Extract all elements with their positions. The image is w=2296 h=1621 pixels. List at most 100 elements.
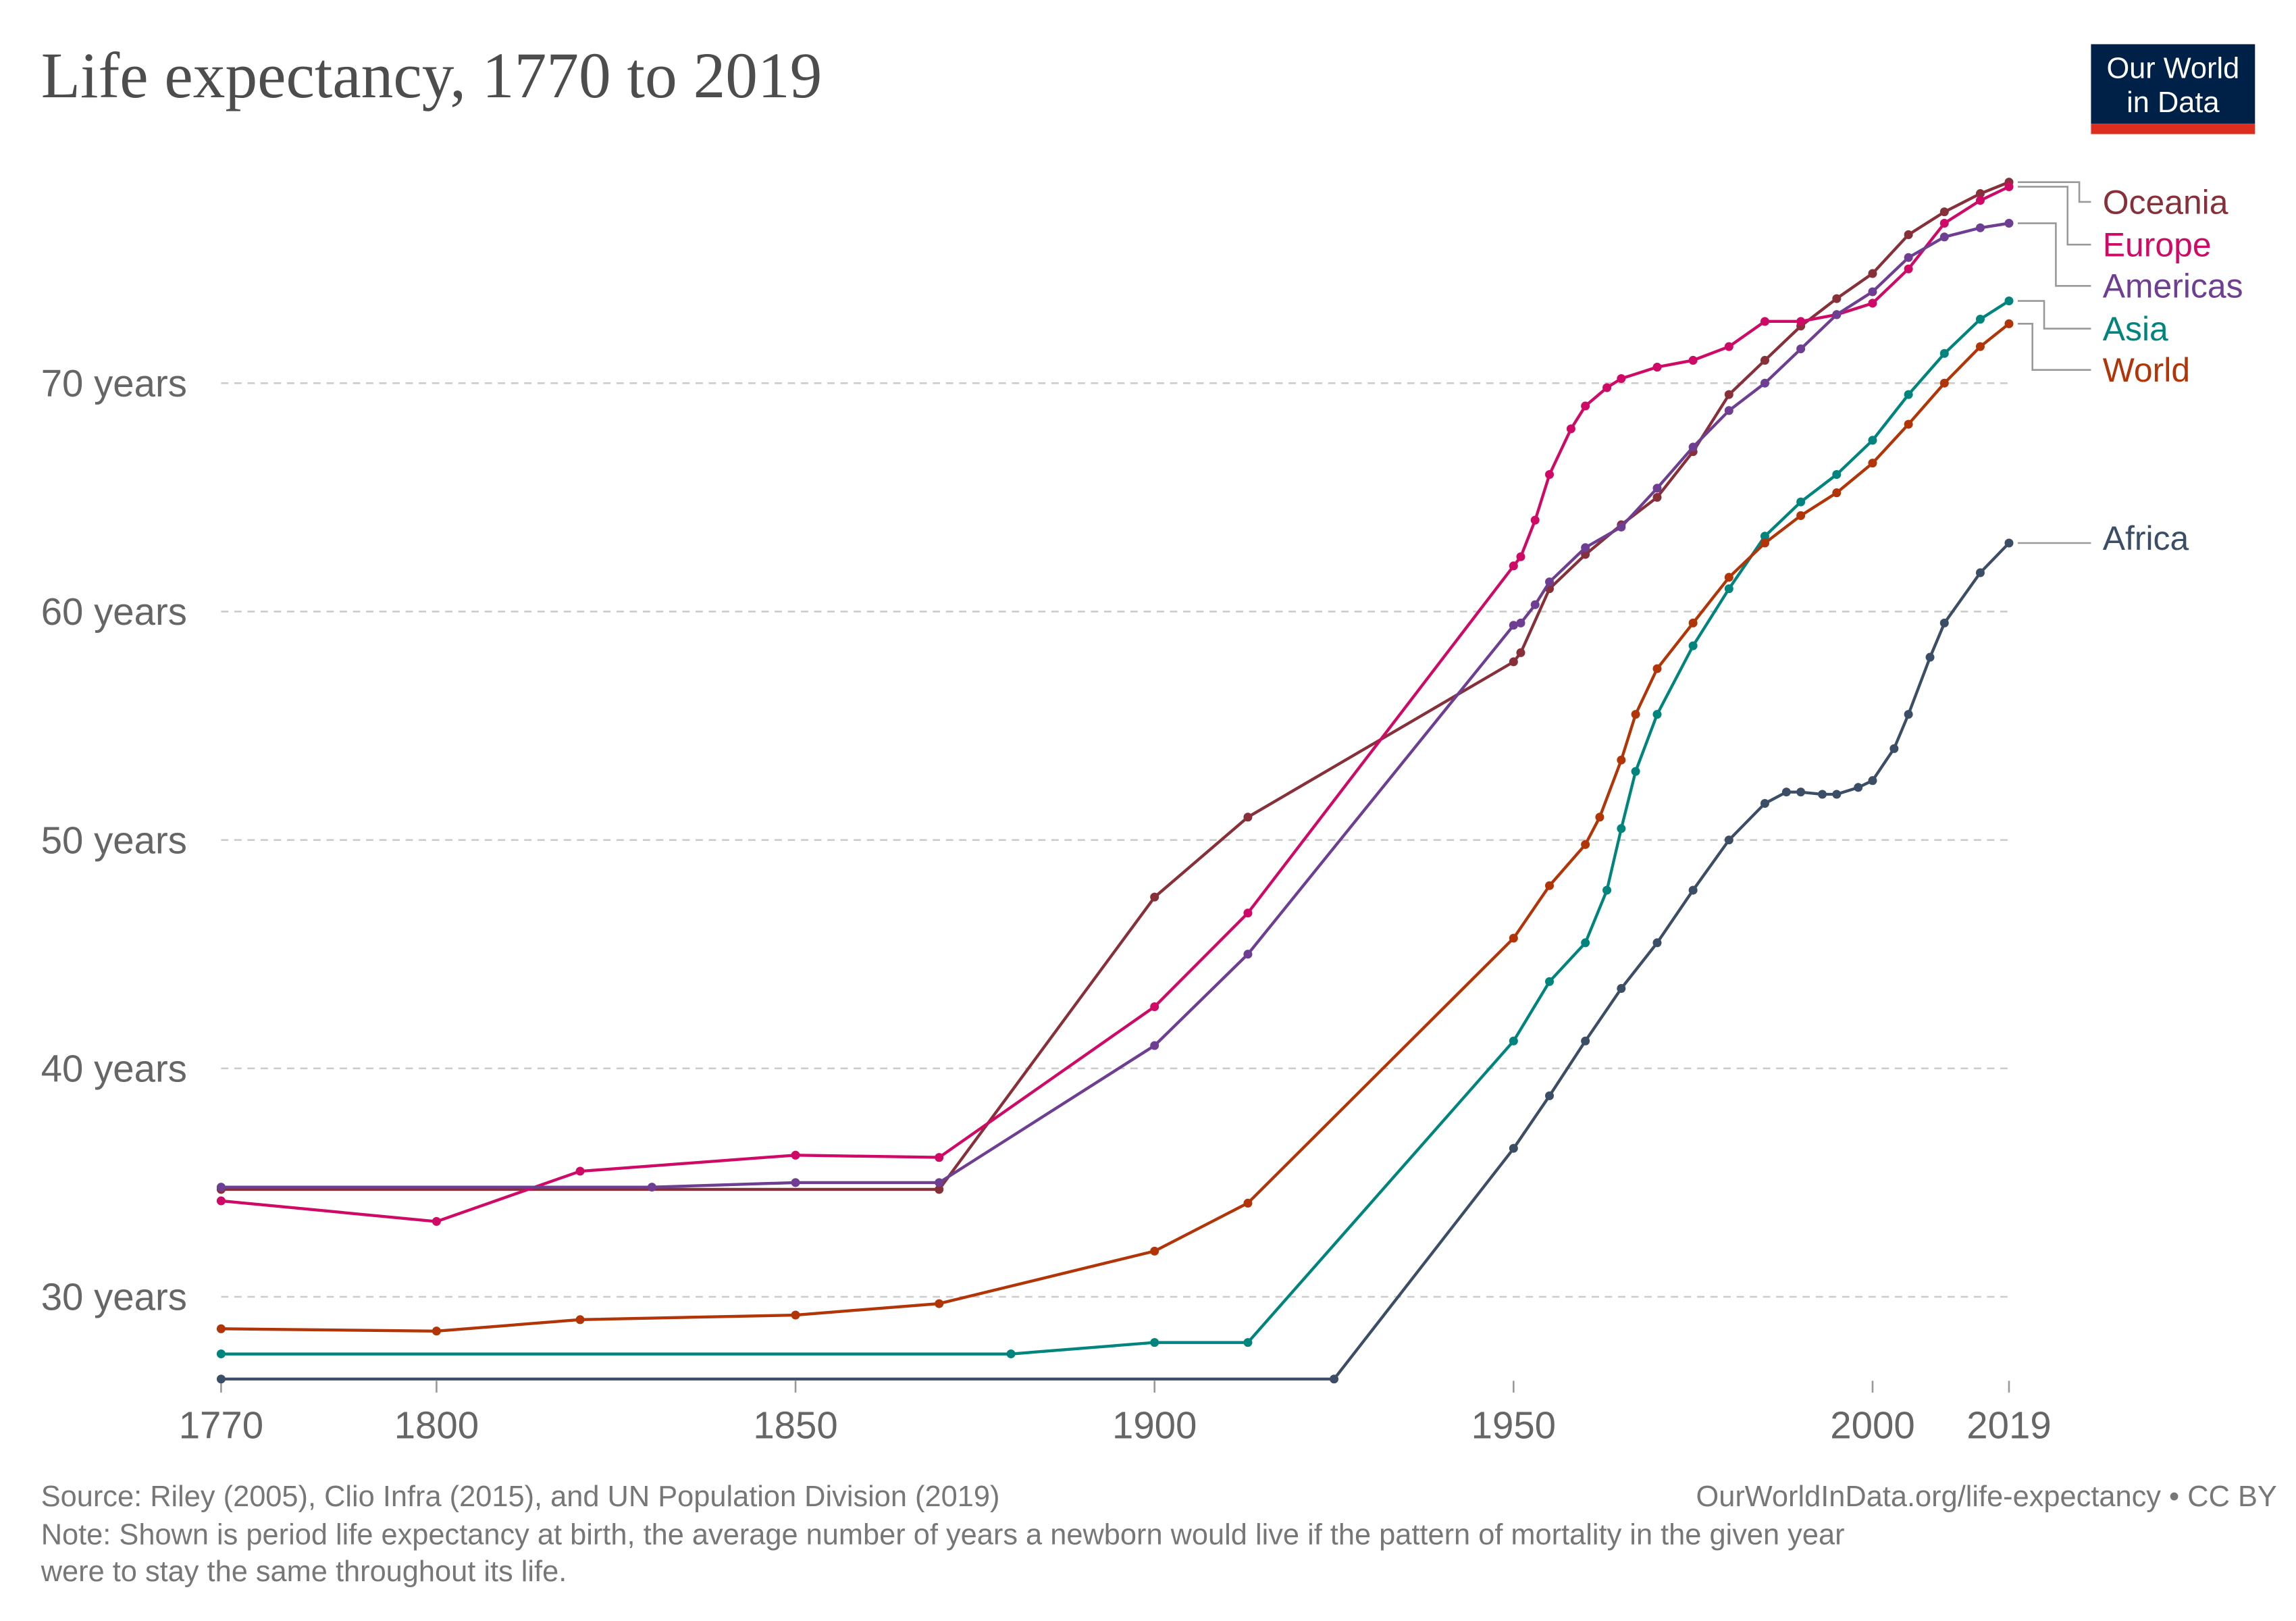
data-point bbox=[1724, 406, 1733, 415]
data-point bbox=[1904, 390, 1913, 399]
data-point bbox=[1724, 584, 1733, 594]
data-point bbox=[1617, 522, 1626, 532]
data-point bbox=[1150, 1041, 1159, 1050]
data-point bbox=[1581, 1036, 1590, 1046]
data-point bbox=[1150, 1246, 1159, 1256]
data-point bbox=[1581, 550, 1590, 559]
data-point bbox=[791, 1310, 800, 1320]
data-point bbox=[1854, 783, 1863, 792]
y-tick-label: 50 years bbox=[41, 819, 187, 861]
data-point bbox=[2004, 219, 2014, 228]
data-point bbox=[1544, 1091, 1555, 1100]
grid bbox=[221, 382, 2009, 1298]
data-point bbox=[1243, 908, 1253, 918]
data-point bbox=[1975, 568, 1985, 577]
data-point bbox=[1796, 497, 1806, 507]
series-line bbox=[221, 542, 2010, 1381]
data-point bbox=[216, 1374, 226, 1384]
series-label: Africa bbox=[2103, 519, 2189, 557]
data-point bbox=[1760, 355, 1769, 365]
data-point bbox=[1939, 618, 1949, 627]
data-point bbox=[1509, 933, 1518, 943]
data-point bbox=[1832, 790, 1842, 799]
chart-title: Life expectancy, 1770 to 2019 bbox=[41, 40, 823, 111]
data-point bbox=[1760, 798, 1769, 808]
series-africa bbox=[216, 538, 2014, 1384]
data-point bbox=[1939, 349, 1949, 358]
data-point bbox=[1975, 223, 1985, 232]
data-point bbox=[1617, 983, 1626, 993]
data-point bbox=[1516, 552, 1525, 561]
data-point bbox=[1150, 1002, 1159, 1012]
data-point bbox=[1832, 488, 1842, 498]
data-point bbox=[1243, 813, 1253, 822]
note-line-1: Note: Shown is period life expectancy at… bbox=[41, 1518, 1845, 1551]
data-point bbox=[1904, 230, 1913, 239]
data-point bbox=[1904, 710, 1913, 719]
x-tick-label: 1950 bbox=[1471, 1404, 1556, 1446]
data-point bbox=[216, 1349, 226, 1359]
data-point bbox=[1652, 664, 1662, 673]
data-point bbox=[1652, 492, 1662, 502]
data-point bbox=[1688, 618, 1698, 627]
source-text: Source: Riley (2005), Clio Infra (2015),… bbox=[41, 1481, 1000, 1513]
data-point bbox=[1652, 484, 1662, 493]
data-point bbox=[1688, 442, 1698, 452]
data-point bbox=[1832, 310, 1842, 319]
data-point bbox=[1243, 1198, 1253, 1208]
data-point bbox=[1868, 299, 1877, 308]
data-point bbox=[216, 1324, 226, 1333]
data-point bbox=[2004, 296, 2014, 306]
series-label: World bbox=[2103, 351, 2190, 389]
leader-line bbox=[2018, 323, 2091, 371]
leader-line bbox=[2018, 300, 2091, 330]
data-point bbox=[1509, 1143, 1518, 1153]
data-point bbox=[1724, 835, 1733, 845]
data-point bbox=[1530, 515, 1540, 525]
data-point bbox=[935, 1299, 944, 1308]
data-point bbox=[575, 1315, 585, 1324]
note-line-2: were to stay the same throughout its lif… bbox=[41, 1555, 567, 1588]
data-point bbox=[1243, 1338, 1253, 1347]
data-point bbox=[216, 1196, 226, 1206]
data-point bbox=[1781, 788, 1791, 797]
data-point bbox=[1530, 600, 1540, 609]
data-point bbox=[935, 1153, 944, 1162]
x-tick-label: 1800 bbox=[394, 1404, 479, 1446]
data-point bbox=[1581, 543, 1590, 552]
data-point bbox=[1760, 317, 1769, 326]
data-point bbox=[1939, 378, 1949, 388]
data-point bbox=[1760, 538, 1769, 548]
data-point bbox=[1006, 1349, 1016, 1359]
data-point bbox=[1652, 363, 1662, 372]
data-point bbox=[1868, 459, 1877, 468]
y-tick-label: 30 years bbox=[41, 1275, 187, 1318]
data-point bbox=[1602, 885, 1612, 895]
owid-logo: Our World in Data bbox=[2091, 44, 2255, 134]
series-asia bbox=[216, 296, 2014, 1359]
data-point bbox=[1724, 390, 1733, 399]
logo-line2: in Data bbox=[2127, 86, 2220, 119]
data-point bbox=[1581, 938, 1590, 948]
data-point bbox=[1832, 294, 1842, 303]
x-tick-label: 2000 bbox=[1830, 1404, 1914, 1446]
series-europe bbox=[216, 182, 2014, 1226]
data-point bbox=[1868, 287, 1877, 297]
data-point bbox=[1516, 648, 1525, 657]
series-label: Oceania bbox=[2103, 183, 2228, 221]
data-point bbox=[1631, 767, 1640, 776]
data-point bbox=[1544, 881, 1555, 890]
data-point bbox=[1889, 744, 1899, 753]
series-world bbox=[216, 319, 2014, 1336]
series-line bbox=[221, 180, 2010, 1191]
y-tick-label: 40 years bbox=[41, 1047, 187, 1089]
source-url[interactable]: OurWorldInData.org/life-expectancy • CC … bbox=[1696, 1481, 2276, 1513]
data-point bbox=[1975, 315, 1985, 324]
data-point bbox=[1595, 813, 1604, 822]
x-tick-label: 2019 bbox=[1966, 1404, 2051, 1446]
series-lines bbox=[216, 178, 2014, 1384]
data-point bbox=[791, 1150, 800, 1160]
series-line bbox=[221, 322, 2010, 1333]
y-tick-label: 70 years bbox=[41, 362, 187, 405]
